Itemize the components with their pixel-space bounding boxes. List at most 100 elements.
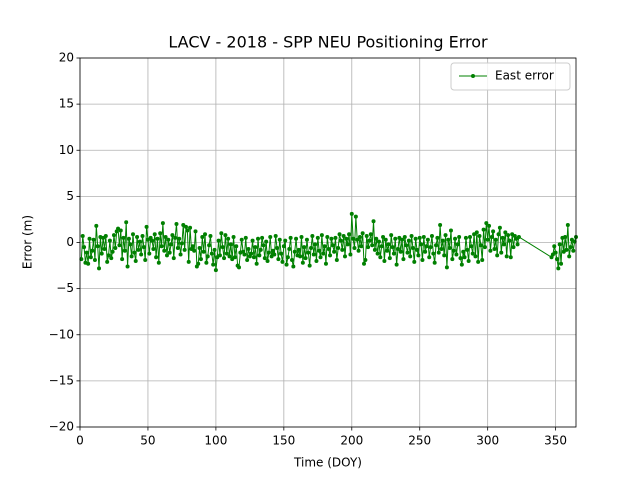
marker <box>458 256 463 261</box>
marker <box>439 246 444 251</box>
marker <box>171 256 176 261</box>
x-tick-label: 50 <box>140 434 155 448</box>
marker <box>87 236 92 241</box>
marker <box>207 243 212 248</box>
marker <box>302 245 307 250</box>
marker <box>144 224 149 229</box>
marker <box>379 244 384 249</box>
legend-box <box>450 62 571 91</box>
marker <box>507 238 512 243</box>
marker <box>289 258 294 263</box>
y-tick-label: 20 <box>59 51 74 65</box>
marker <box>417 235 422 240</box>
marker <box>227 254 232 259</box>
x-tick-label: 150 <box>272 434 295 448</box>
marker <box>571 248 576 253</box>
marker <box>552 244 557 249</box>
marker <box>481 227 486 232</box>
marker <box>515 242 520 247</box>
marker <box>382 258 387 263</box>
marker <box>132 250 137 255</box>
marker <box>239 237 244 242</box>
marker <box>451 248 456 253</box>
marker <box>287 246 292 251</box>
marker <box>493 237 498 242</box>
marker <box>242 252 247 257</box>
marker <box>166 237 171 242</box>
marker <box>370 243 375 248</box>
marker <box>103 234 108 239</box>
marker <box>143 258 148 263</box>
marker <box>500 235 505 240</box>
marker <box>275 246 280 251</box>
marker <box>355 237 360 242</box>
marker <box>175 246 180 251</box>
marker <box>226 236 231 241</box>
marker <box>480 258 485 263</box>
marker <box>97 266 102 271</box>
marker <box>249 251 254 256</box>
marker <box>107 238 112 243</box>
marker <box>563 234 568 239</box>
marker <box>381 234 386 239</box>
marker <box>222 256 227 261</box>
marker <box>232 255 237 260</box>
marker <box>332 249 337 254</box>
marker <box>253 245 258 250</box>
marker <box>352 246 357 251</box>
marker <box>405 250 410 255</box>
marker <box>421 234 426 239</box>
y-tick-label: −20 <box>49 420 74 434</box>
marker <box>94 223 99 228</box>
marker <box>90 248 95 253</box>
marker <box>95 244 100 249</box>
marker <box>139 252 144 257</box>
marker <box>386 242 391 247</box>
marker <box>557 242 562 247</box>
marker <box>257 253 262 258</box>
marker <box>151 246 156 251</box>
marker <box>86 261 91 266</box>
marker <box>378 255 383 260</box>
marker <box>356 248 361 253</box>
marker <box>478 243 483 248</box>
marker <box>102 246 107 251</box>
marker <box>511 245 516 250</box>
marker <box>482 245 487 250</box>
marker <box>491 229 496 234</box>
marker <box>461 249 466 254</box>
marker <box>434 243 439 248</box>
marker <box>141 245 146 250</box>
marker <box>443 233 448 238</box>
marker <box>322 244 327 249</box>
marker <box>489 234 494 239</box>
marker <box>412 259 417 264</box>
marker <box>208 234 213 239</box>
marker <box>246 246 251 251</box>
marker <box>323 261 328 266</box>
x-tick-label: 0 <box>76 434 84 448</box>
marker <box>556 266 561 271</box>
marker <box>245 258 250 263</box>
marker <box>136 247 141 252</box>
y-tick-label: −10 <box>49 327 74 341</box>
marker <box>121 235 126 240</box>
marker <box>88 255 93 260</box>
marker <box>415 247 420 252</box>
marker <box>340 247 345 252</box>
marker <box>553 250 558 255</box>
marker <box>496 232 501 237</box>
x-axis-label: Time (DOY) <box>293 456 362 470</box>
marker <box>347 232 352 237</box>
marker <box>387 256 392 261</box>
marker <box>488 248 493 253</box>
marker <box>353 214 358 219</box>
marker <box>256 236 261 241</box>
marker <box>185 228 190 233</box>
marker <box>419 242 424 247</box>
marker <box>298 254 303 259</box>
marker <box>363 258 368 263</box>
marker <box>383 237 388 242</box>
marker <box>325 234 330 239</box>
y-tick-label: 5 <box>66 189 74 203</box>
